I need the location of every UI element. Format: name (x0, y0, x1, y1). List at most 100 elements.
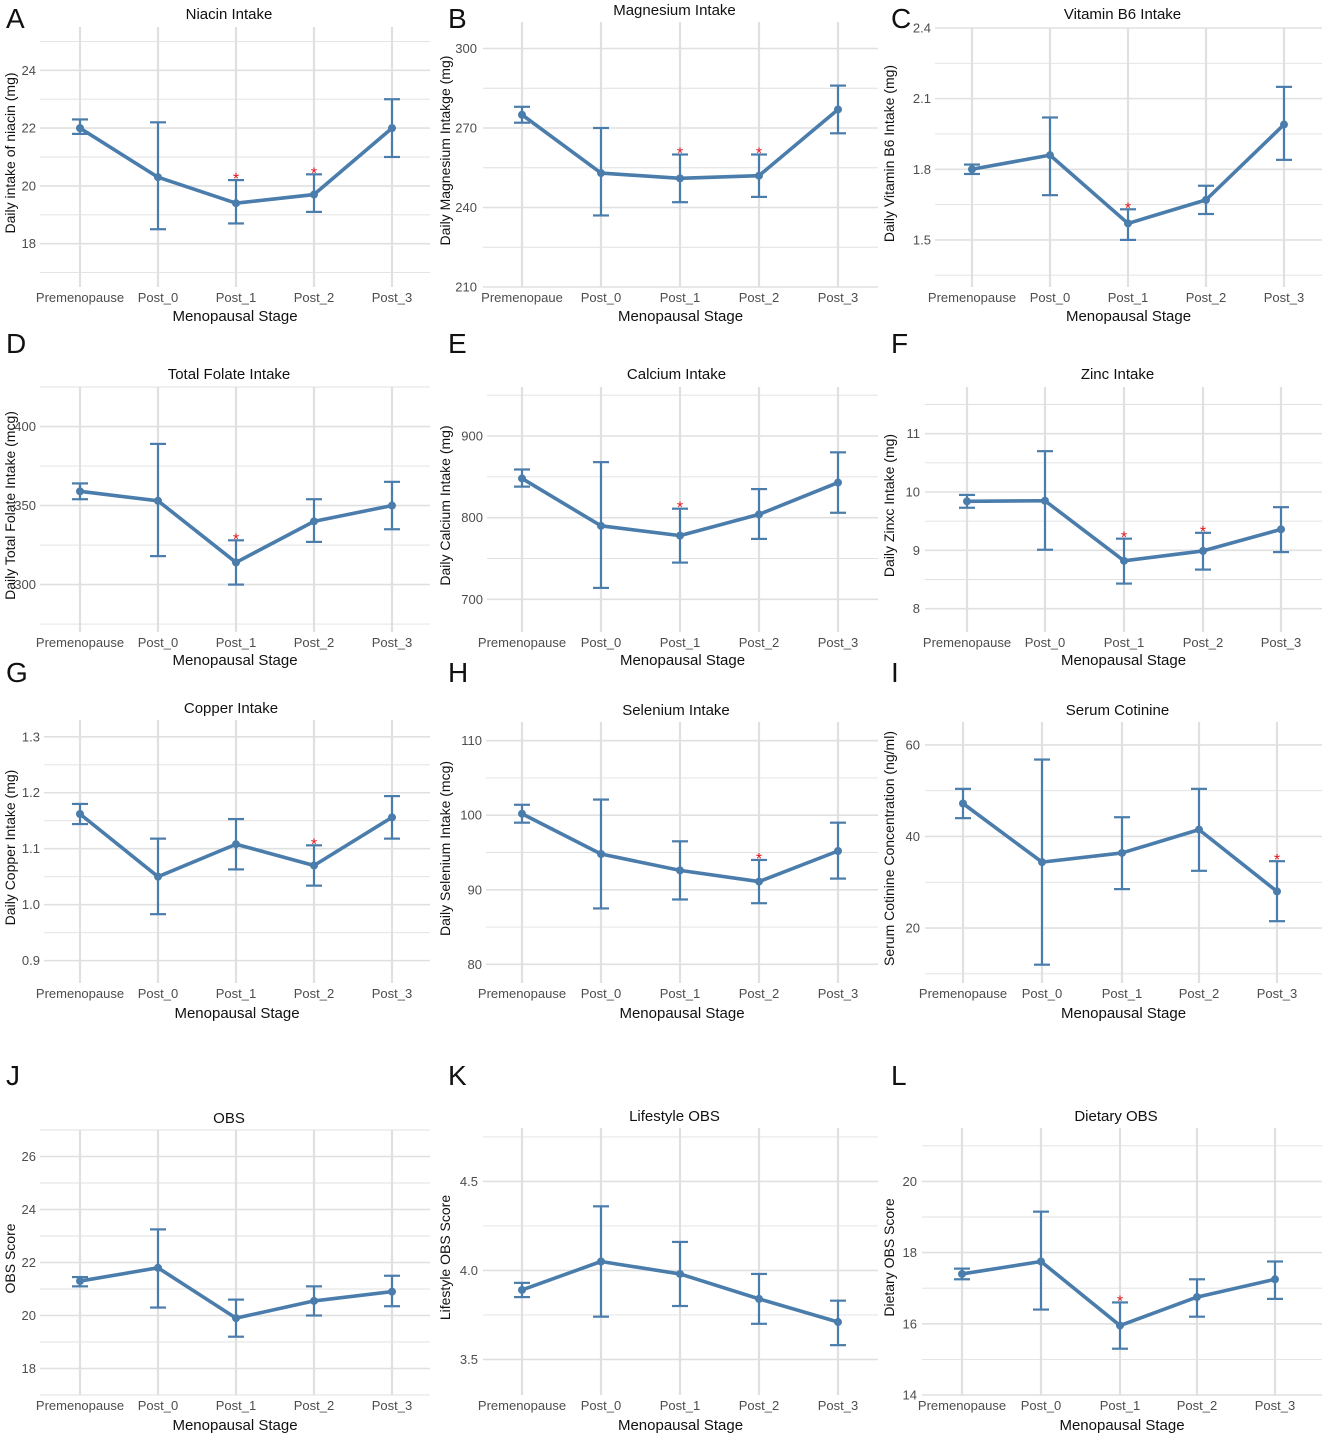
x-axis-label: Menopausal Stage (1061, 1005, 1186, 1022)
data-point (518, 809, 526, 818)
data-point (518, 1285, 526, 1294)
data-point (518, 474, 526, 483)
x-tick-label: Premenopause (919, 986, 1007, 1001)
y-tick-label: 8 (913, 601, 920, 616)
x-tick-label: Post_0 (1030, 290, 1070, 305)
chart-title: OBS (213, 1110, 245, 1127)
data-point (1273, 887, 1281, 896)
x-tick-label: Post_2 (739, 986, 779, 1001)
panel-letter: K (448, 1060, 467, 1091)
panel-letter: E (448, 328, 467, 359)
x-tick-label: Premenopause (918, 1398, 1006, 1413)
x-tick-label: Post_1 (1100, 1398, 1140, 1413)
x-tick-label: Post_3 (372, 986, 412, 1001)
x-tick-label: Post_1 (1108, 290, 1148, 305)
panel-l: 14 16 18 20 Premenopause Post_0 Post_1 Post_2 Po… (881, 1060, 1322, 1434)
panel-letter: A (6, 3, 25, 34)
panel-a: 18 20 22 24 Premenopause Post_0 Post_1 Post_2 Po… (2, 3, 430, 325)
data-point (958, 1269, 966, 1278)
data-point (1277, 525, 1285, 534)
x-tick-label: Post_1 (660, 635, 700, 650)
data-point (676, 1269, 684, 1278)
x-tick-label: Post_1 (660, 986, 700, 1001)
y-axis-label: Dietary OBS Score (881, 1198, 897, 1316)
x-tick-label: Post_1 (216, 1398, 256, 1413)
x-tick-label: Post_3 (818, 290, 858, 305)
y-tick-label: 20 (22, 1308, 36, 1323)
panel-g: 0.9 1.0 1.1 1.2 1.3 Premenopause Post_0 Post_1 P… (2, 657, 430, 1022)
y-axis-label: Daily Calcium Intake (mg) (437, 425, 453, 585)
x-axis-label: Menopausal Stage (618, 308, 743, 325)
x-tick-label: Post_2 (294, 986, 334, 1001)
x-tick-label: Post_2 (739, 290, 779, 305)
y-tick-label: 40 (906, 829, 920, 844)
significance-star: * (1117, 1293, 1123, 1310)
significance-star: * (311, 165, 317, 182)
data-point (1124, 219, 1132, 228)
y-tick-label: 4.0 (460, 1263, 478, 1278)
x-tick-label: Post_2 (294, 635, 334, 650)
y-tick-label: 300 (455, 41, 477, 56)
x-tick-label: Post_3 (372, 290, 412, 305)
data-point (1118, 848, 1126, 857)
data-point (388, 1287, 396, 1296)
data-point (676, 531, 684, 540)
data-point (232, 558, 240, 567)
x-tick-label: Post_2 (739, 1398, 779, 1413)
x-tick-label: Post_0 (1021, 1398, 1061, 1413)
y-axis-label: Daily Selenium Intake (mcg) (437, 761, 453, 936)
x-tick-label: Post_1 (216, 635, 256, 650)
y-tick-label: 3.5 (460, 1352, 478, 1367)
x-tick-label: Post_2 (294, 1398, 334, 1413)
data-point (597, 521, 605, 530)
panel-letter: G (6, 657, 28, 688)
y-tick-label: 90 (468, 882, 482, 897)
x-tick-label: Premenopause (478, 635, 566, 650)
y-tick-label: 80 (468, 957, 482, 972)
x-tick-label: Post_1 (660, 1398, 700, 1413)
chart-title: Vitamin B6 Intake (1064, 6, 1181, 23)
significance-star: * (677, 146, 683, 163)
x-tick-label: Premenopause (923, 635, 1011, 650)
significance-star: * (1200, 524, 1206, 541)
data-point (1037, 1257, 1045, 1266)
x-tick-label: Premenopause (928, 290, 1016, 305)
y-axis-label: Daily Magnesium Intakge (mg) (437, 56, 453, 246)
x-tick-label: Post_1 (1104, 635, 1144, 650)
chart-title: Niacin Intake (186, 6, 273, 23)
x-tick-label: Post_0 (138, 986, 178, 1001)
data-point (1038, 858, 1046, 867)
data-point (76, 1277, 84, 1286)
x-tick-label: Post_3 (372, 635, 412, 650)
panel-h: 80 90 100 110 Premenopause Post_0 Post_1 Post_2… (437, 657, 878, 1022)
x-tick-label: Premenopause (478, 1398, 566, 1413)
data-point (154, 872, 162, 881)
data-point (755, 510, 763, 519)
data-point (1280, 120, 1288, 129)
x-tick-label: Post_2 (1177, 1398, 1217, 1413)
y-tick-label: 14 (903, 1388, 917, 1403)
y-tick-label: 22 (22, 121, 36, 136)
data-point (310, 861, 318, 870)
y-axis-label: Lifestyle OBS Score (437, 1195, 453, 1320)
chart-title: Copper Intake (184, 700, 278, 717)
panel-b: 210 240 270 300 Premenopaue Post_0 Post_1 Post_… (437, 2, 878, 325)
x-axis-label: Menopausal Stage (618, 1417, 743, 1434)
data-point (834, 478, 842, 487)
y-tick-label: 0.9 (22, 953, 40, 968)
data-point (959, 799, 967, 808)
data-point (1120, 556, 1128, 565)
data-point (76, 487, 84, 496)
chart-title: Zinc Intake (1081, 366, 1154, 383)
x-tick-label: Post_1 (216, 986, 256, 1001)
panel-letter: L (891, 1060, 907, 1091)
x-tick-label: Post_1 (1102, 986, 1142, 1001)
x-tick-label: Post_2 (1179, 986, 1219, 1001)
y-tick-label: 20 (906, 921, 920, 936)
data-point (963, 497, 971, 506)
y-tick-label: 24 (22, 1202, 36, 1217)
x-tick-label: Post_0 (138, 290, 178, 305)
data-point (597, 849, 605, 858)
x-tick-label: Post_3 (1255, 1398, 1295, 1413)
data-point (310, 1296, 318, 1305)
